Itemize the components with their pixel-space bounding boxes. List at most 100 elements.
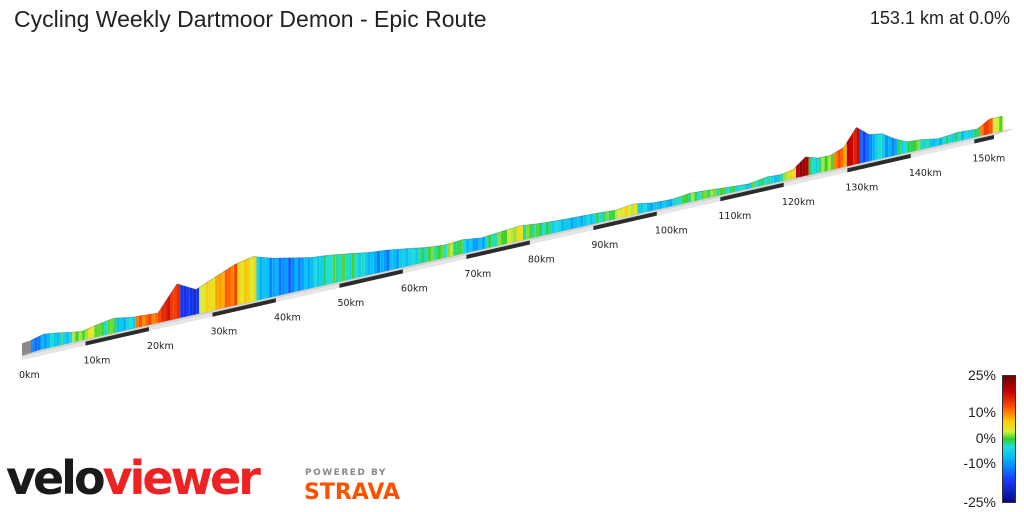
elevation-slice — [145, 314, 149, 328]
elevation-slice — [126, 317, 130, 332]
elevation-slice — [218, 273, 222, 311]
elevation-slice — [583, 215, 587, 228]
elevation-slice — [446, 243, 451, 259]
elevation-slice — [351, 253, 355, 281]
elevation-slice — [208, 279, 212, 313]
elevation-slice — [142, 315, 146, 328]
x-tick-label: 60km — [401, 283, 428, 294]
elevation-slice — [957, 131, 962, 143]
elevation-slice — [954, 132, 958, 143]
elevation-slice — [592, 213, 597, 226]
elevation-slice — [119, 317, 124, 333]
elevation-slice — [59, 332, 63, 347]
elevation-slice — [856, 127, 860, 166]
elevation-slice — [132, 316, 136, 330]
elevation-slice — [786, 171, 790, 182]
elevation-slice — [202, 283, 206, 315]
elevation-slice — [170, 288, 174, 322]
elevation-slice — [707, 189, 711, 200]
distance-band — [212, 298, 276, 317]
elevation-slice — [151, 313, 155, 326]
elevation-slice — [97, 323, 101, 338]
elevation-slice — [608, 210, 612, 222]
distance-band — [720, 182, 784, 202]
elevation-slice — [345, 253, 349, 282]
elevation-slice — [300, 257, 304, 292]
legend-label: -10% — [963, 455, 996, 471]
elevation-slice — [976, 126, 981, 138]
elevation-slice — [986, 119, 990, 136]
elevation-slice — [478, 237, 482, 252]
elevation-slice — [459, 239, 463, 256]
elevation-slice — [434, 245, 438, 262]
elevation-slice — [919, 139, 924, 151]
elevation-slice — [796, 163, 800, 180]
elevation-slice — [738, 184, 743, 193]
elevation-slice — [481, 236, 485, 251]
elevation-slice — [37, 335, 41, 352]
elevation-slice — [415, 247, 419, 266]
elevation-slice — [630, 203, 635, 217]
strava-logo: STRAVA — [304, 480, 400, 505]
elevation-slice — [392, 249, 397, 271]
elevation-slice — [602, 211, 606, 224]
elevation-slice — [694, 191, 698, 203]
distance-band — [593, 211, 657, 231]
elevation-slice — [421, 247, 425, 265]
elevation-slice — [513, 226, 517, 244]
legend-label: 25% — [967, 367, 996, 383]
elevation-slice — [154, 312, 158, 325]
elevation-slice — [62, 332, 66, 346]
elevation-slice — [942, 136, 946, 146]
elevation-slice — [424, 247, 428, 264]
elevation-slice — [621, 207, 625, 219]
elevation-slice — [43, 333, 47, 351]
elevation-slice — [700, 190, 704, 201]
elevation-slice — [31, 338, 35, 353]
elevation-slice — [900, 140, 904, 156]
elevation-slice — [523, 225, 527, 242]
elevation-slice — [757, 179, 762, 188]
elevation-slice — [811, 157, 816, 176]
elevation-slice — [288, 257, 292, 295]
elevation-slice — [843, 142, 847, 169]
elevation-slice — [542, 222, 546, 237]
elevation-slice — [789, 169, 793, 181]
elevation-slice — [56, 332, 60, 348]
elevation-slice — [291, 257, 295, 294]
legend-label: 10% — [967, 404, 996, 420]
elevation-slice — [516, 225, 520, 243]
elevation-slice — [484, 235, 489, 250]
elevation-slice — [929, 138, 933, 149]
elevation-slice — [69, 332, 73, 345]
elevation-slice — [961, 131, 965, 142]
x-tick-label: 0km — [19, 370, 40, 381]
elevation-slice — [849, 132, 854, 167]
elevation-slice — [650, 202, 654, 213]
elevation-slice — [637, 203, 641, 216]
elevation-slice — [453, 241, 457, 258]
elevation-slice — [284, 257, 289, 296]
elevation-slice — [377, 250, 381, 275]
elevation-slice — [859, 129, 863, 165]
elevation-slice — [81, 330, 85, 342]
elevation-slice — [951, 133, 955, 144]
elevation-slice — [329, 254, 333, 286]
elevation-slice — [494, 232, 498, 248]
elevation-slice — [129, 317, 133, 331]
elevation-slice — [53, 332, 57, 348]
elevation-slice — [808, 157, 812, 177]
x-tick-label: 150km — [972, 153, 1005, 164]
x-tick-label: 130km — [845, 182, 878, 193]
elevation-slice — [802, 156, 806, 178]
elevation-slice — [770, 175, 774, 185]
elevation-slice — [40, 334, 44, 351]
elevation-slice — [272, 258, 276, 299]
elevation-slice — [989, 118, 993, 136]
elevation-slice — [897, 139, 901, 156]
elevation-slice — [440, 245, 444, 260]
elevation-slice — [570, 217, 574, 231]
elevation-slice — [967, 130, 971, 141]
elevation-slice — [332, 254, 336, 285]
elevation-slice — [113, 318, 117, 335]
